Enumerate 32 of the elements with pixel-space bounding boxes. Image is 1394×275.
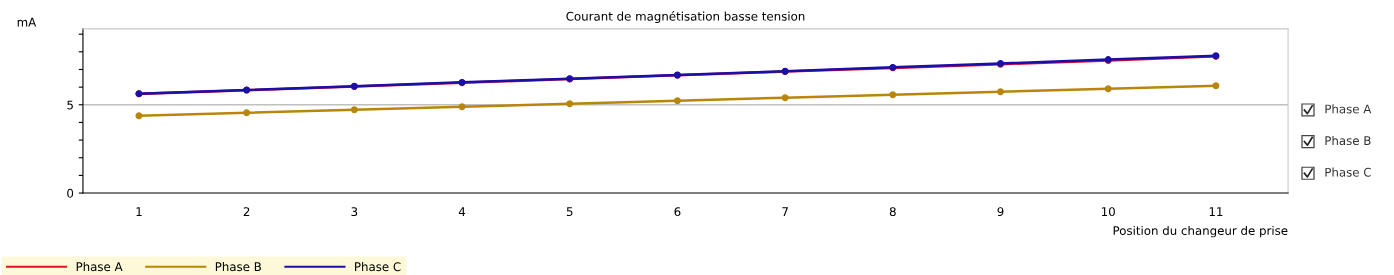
point xyxy=(350,106,358,114)
point xyxy=(458,103,466,111)
x-axis-title: Position du changeur de prise xyxy=(1113,225,1288,238)
legend-label: Phase B xyxy=(215,261,261,272)
x-tick-label: 1 xyxy=(136,207,142,216)
x-tick-label: 6 xyxy=(674,207,681,217)
point xyxy=(1104,85,1112,93)
point xyxy=(781,94,789,102)
point xyxy=(135,112,143,120)
x-tick-label: 9 xyxy=(997,207,1004,217)
point xyxy=(673,97,681,105)
x-tick-label: 11 xyxy=(1209,207,1223,216)
y-axis-title: mA xyxy=(17,17,37,27)
legend-label: Phase A xyxy=(76,261,123,272)
x-tick-label: 5 xyxy=(566,207,573,217)
text: Phase B xyxy=(1325,135,1371,146)
legend-label: Phase C xyxy=(355,261,401,272)
text: Phase C xyxy=(1325,167,1371,177)
point xyxy=(566,100,574,108)
point xyxy=(889,91,897,99)
x-tick-label: 2 xyxy=(243,207,250,216)
point xyxy=(1212,82,1220,90)
x-tick-label: 10 xyxy=(1101,207,1115,217)
chart-title: Courant de magnétisation basse tension xyxy=(566,11,805,23)
x-tick-label: 3 xyxy=(351,207,358,217)
x-tick-label: 8 xyxy=(889,207,896,217)
text: Phase A xyxy=(1325,104,1372,114)
point xyxy=(243,109,251,117)
x-tick-label: 4 xyxy=(458,207,466,216)
point xyxy=(997,88,1004,96)
x-tick-label: 7 xyxy=(782,207,788,216)
y-tick-label: 0 xyxy=(67,188,74,198)
